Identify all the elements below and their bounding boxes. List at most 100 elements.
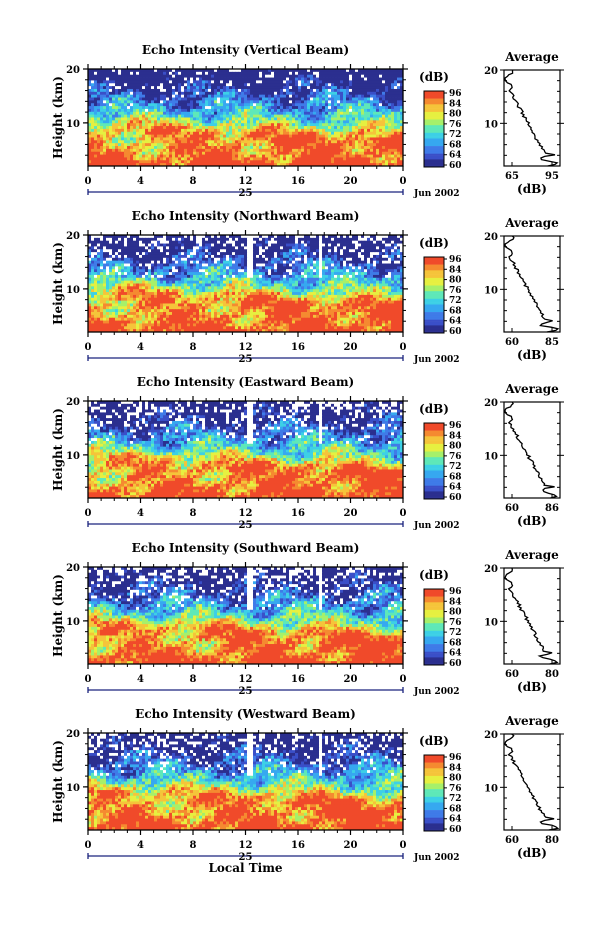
heatmap-cell (157, 120, 161, 124)
heatmap-cell (376, 137, 380, 141)
heatmap-cell (118, 163, 122, 167)
heatmap-cell (262, 146, 266, 150)
heatmap-cell (349, 257, 353, 262)
heatmap-cell (139, 120, 143, 124)
heatmap-cell (262, 123, 266, 127)
heatmap-cell (121, 252, 125, 256)
heatmap-cell (208, 148, 212, 153)
heatmap-cell (250, 237, 254, 242)
heatmap-cell (178, 103, 182, 107)
heatmap-cell (316, 134, 320, 138)
heatmap-cell (343, 146, 347, 150)
heatmap-cell (100, 131, 104, 136)
heatmap-cell (307, 151, 311, 155)
heatmap-cell (247, 257, 251, 262)
heatmap-cell (337, 108, 341, 113)
heatmap-cell (100, 243, 104, 247)
heatmap-cell (187, 143, 191, 147)
heatmap-cell (202, 106, 206, 110)
heatmap-cell (154, 134, 158, 138)
heatmap-cell (307, 235, 311, 239)
heatmap-cell (142, 86, 146, 90)
heatmap-cell (154, 260, 158, 264)
heatmap-cell (355, 111, 359, 116)
heatmap-cell (298, 151, 302, 155)
heatmap-cell (217, 137, 221, 141)
heatmap-cell (343, 91, 347, 96)
heatmap-cell (325, 114, 329, 118)
heatmap-cell (172, 148, 176, 153)
heatmap-cell (322, 243, 326, 247)
heatmap-cell (154, 111, 158, 116)
heatmap-cell (397, 146, 401, 150)
heatmap-cell (385, 69, 389, 73)
heatmap-cell (298, 143, 302, 147)
heatmap-cell (145, 154, 149, 158)
heatmap-cell (100, 100, 104, 104)
heatmap-cell (250, 240, 254, 244)
heatmap-cell (175, 246, 179, 250)
heatmap-cell (376, 117, 380, 121)
heatmap-cell (367, 249, 371, 253)
heatmap-cell (160, 71, 164, 76)
heatmap-cell (205, 246, 209, 250)
heatmap-cell (97, 246, 101, 250)
heatmap-cell (397, 163, 401, 167)
heatmap-cell (145, 237, 149, 242)
heatmap-cell (274, 86, 278, 90)
heatmap-cell (388, 163, 392, 167)
heatmap-cell (130, 151, 134, 155)
heatmap-cell (268, 128, 272, 133)
heatmap-cell (349, 163, 353, 167)
heatmap-cell (319, 126, 323, 130)
heatmap-cell (364, 80, 368, 84)
heatmap-cell (148, 106, 152, 110)
heatmap-cell (214, 103, 218, 107)
heatmap-cell (235, 123, 239, 127)
heatmap-cell (181, 154, 185, 158)
heatmap-cell (343, 120, 347, 124)
heatmap-cell (112, 140, 116, 144)
heatmap-cell (124, 140, 128, 144)
heatmap-cell (205, 131, 209, 136)
heatmap-cell (175, 131, 179, 136)
heatmap-cell (109, 235, 113, 239)
heatmap-cell (394, 123, 398, 127)
heatmap-cell (241, 260, 245, 264)
heatmap-cell (331, 77, 335, 81)
heatmap-cell (178, 108, 182, 113)
heatmap-cell (400, 108, 404, 113)
heatmap-cell (352, 80, 356, 84)
heatmap-cell (112, 257, 116, 262)
heatmap-cell (259, 163, 263, 167)
heatmap-cell (358, 160, 362, 164)
heatmap-cell (121, 80, 125, 84)
heatmap-cell (262, 91, 266, 96)
heatmap-cell (316, 83, 320, 87)
heatmap-cell (184, 80, 188, 84)
heatmap-cell (181, 69, 185, 73)
heatmap-cell (121, 257, 125, 262)
heatmap-cell (121, 114, 125, 118)
heatmap-cell (322, 148, 326, 153)
heatmap-cell (136, 114, 140, 118)
heatmap-cell (133, 91, 137, 96)
heatmap-cell (265, 140, 269, 144)
heatmap-cell (262, 263, 266, 267)
heatmap-cell (109, 83, 113, 87)
heatmap-cell (382, 243, 386, 247)
heatmap-cell (307, 134, 311, 138)
heatmap-cell (157, 240, 161, 244)
heatmap-cell (292, 83, 296, 87)
heatmap-cell (364, 114, 368, 118)
heatmap-cell (91, 134, 95, 138)
heatmap-cell (271, 100, 275, 104)
heatmap-cell (304, 254, 308, 259)
heatmap-cell (172, 235, 176, 239)
heatmap-cell (328, 100, 332, 104)
heatmap-cell (94, 97, 98, 101)
heatmap-cell (106, 131, 110, 136)
heatmap-cell (370, 140, 374, 144)
heatmap-cell (253, 240, 257, 244)
heatmap-cell (268, 143, 272, 147)
